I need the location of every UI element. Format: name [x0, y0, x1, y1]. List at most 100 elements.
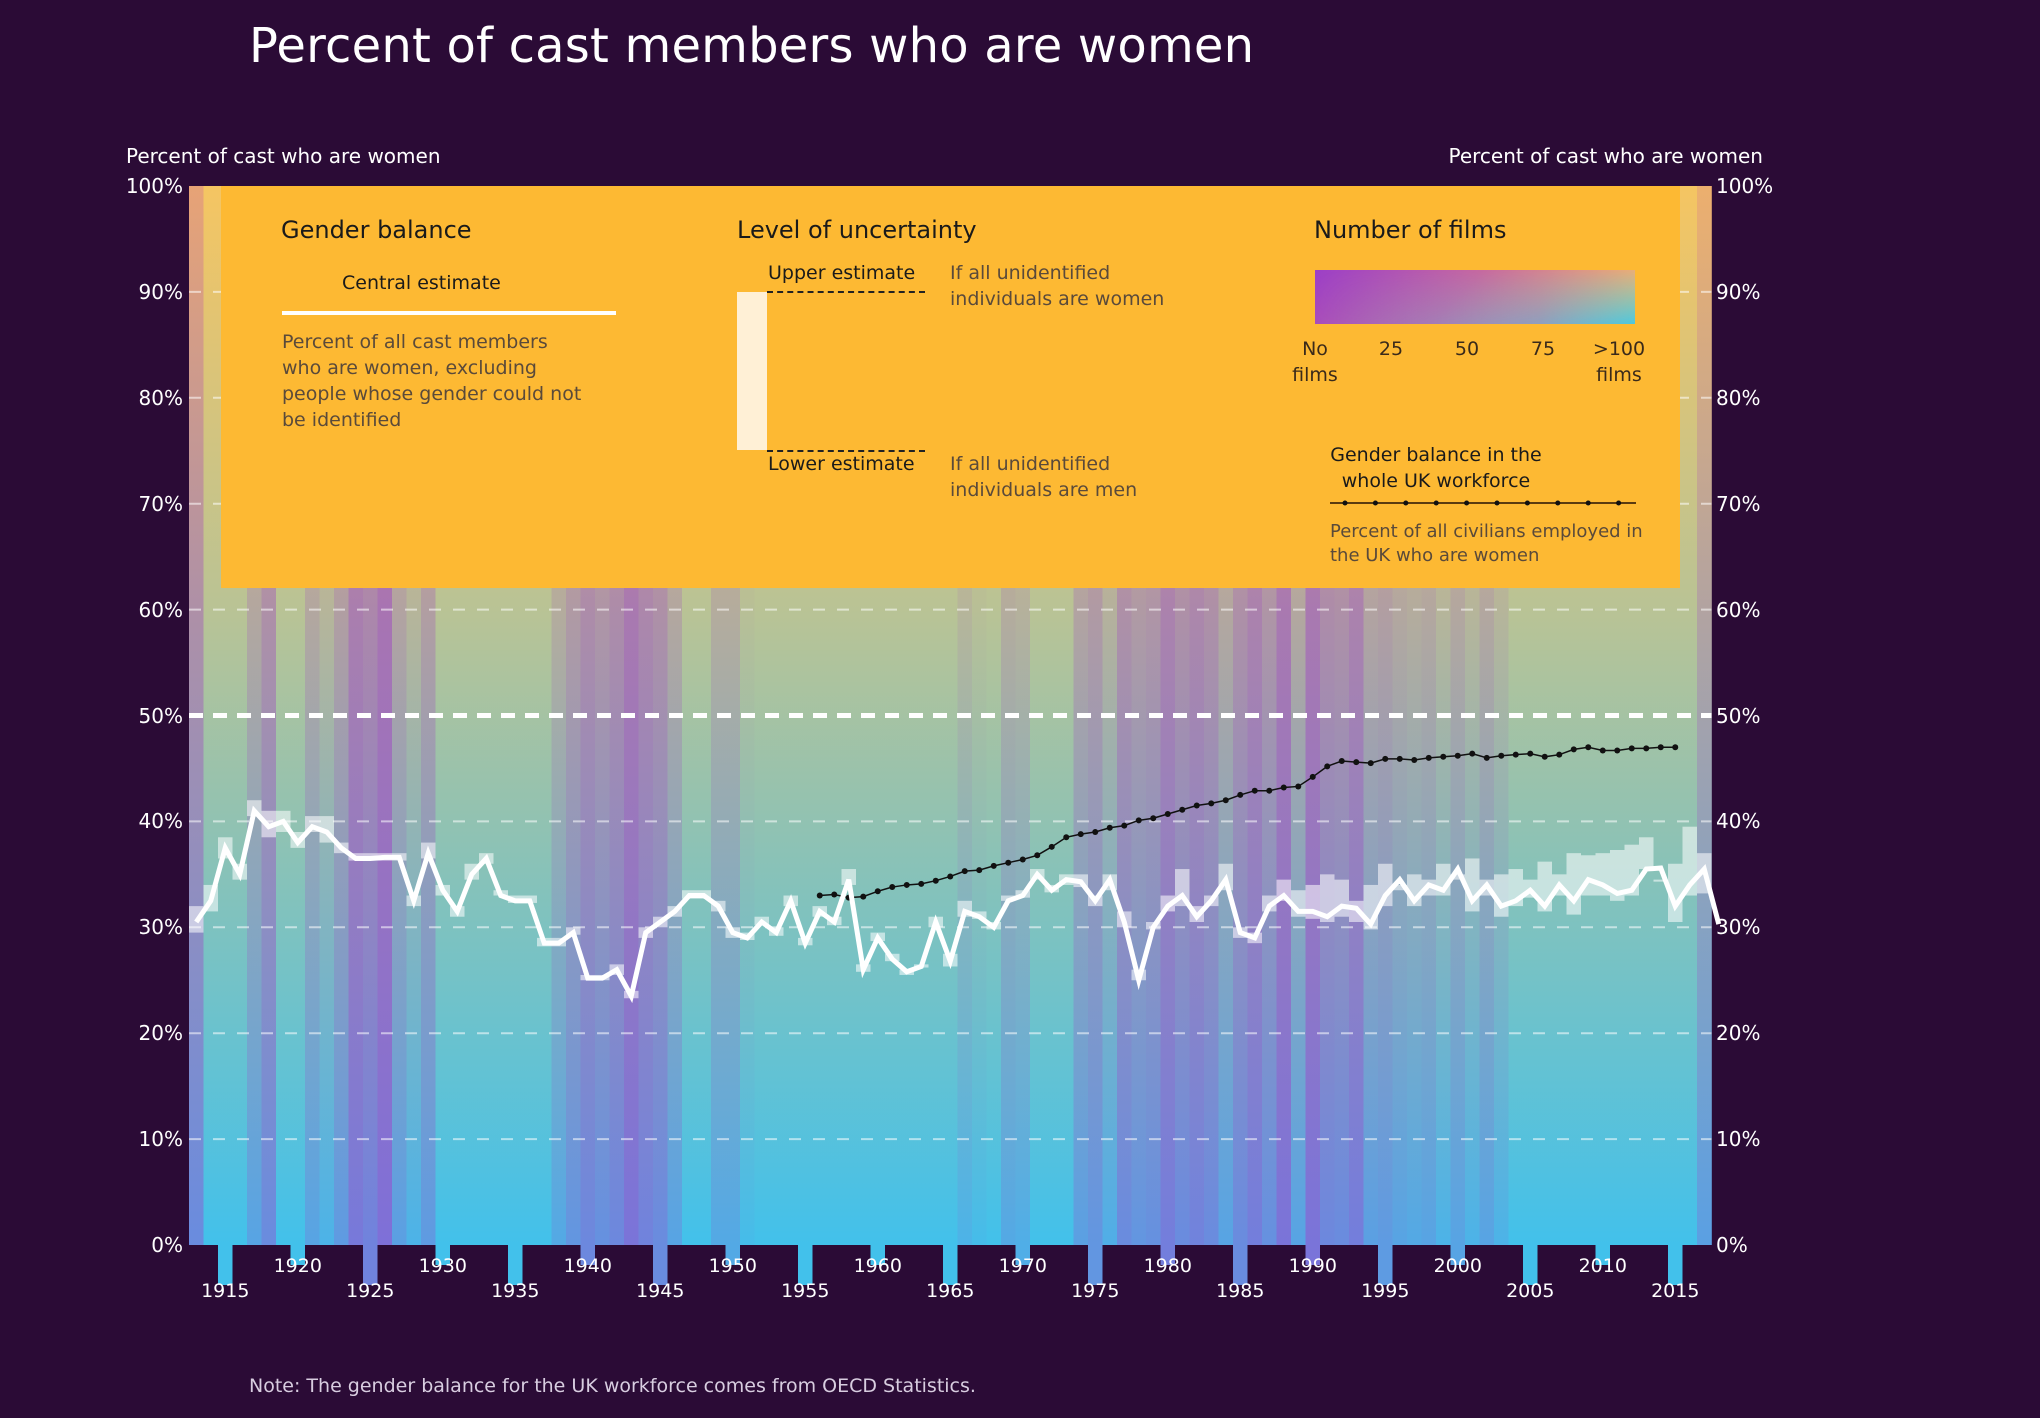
y-tick-label-right: 80% [1716, 385, 1761, 410]
legend-films-scale-label: No films [1292, 338, 1338, 386]
y-tick-label-right: 70% [1716, 491, 1761, 516]
x-tick-label: 1980 [1143, 1255, 1192, 1277]
workforce-point-1977 [1121, 822, 1128, 829]
x-tick-1950 [725, 1245, 740, 1265]
legend-central-label: Central estimate [342, 272, 501, 294]
gridlines [189, 290, 1712, 1141]
workforce-point-1982 [1193, 802, 1200, 809]
x-tick-2005 [1523, 1245, 1538, 1285]
legend-workforce-dot [1555, 500, 1561, 506]
workforce-point-1988 [1280, 784, 1287, 791]
x-tick-1945 [653, 1245, 668, 1285]
x-tick-1965 [943, 1245, 958, 1285]
workforce-point-1979 [1150, 815, 1157, 822]
y-tick-label-left: 40% [138, 809, 183, 834]
legend-gender-heading: Gender balance [281, 216, 472, 244]
x-tick-label: 1990 [1288, 1255, 1337, 1277]
workforce-point-1984 [1222, 797, 1229, 804]
workforce-point-1987 [1266, 787, 1273, 794]
uncertainty-band-2011 [1610, 849, 1625, 901]
workforce-point-2001 [1469, 750, 1476, 757]
legend-gender-description: Percent of all cast members who are wome… [282, 331, 582, 431]
workforce-point-2000 [1454, 752, 1461, 759]
workforce-point-1974 [1077, 831, 1084, 838]
legend-upper-label: Upper estimate [768, 262, 916, 284]
workforce-point-1981 [1179, 806, 1186, 813]
uncertainty-band-2013 [1639, 837, 1654, 870]
y-tick-label-left: 70% [138, 491, 183, 516]
legend-workforce-dot [1433, 500, 1439, 506]
legend-films-scale-label: 75 [1530, 338, 1556, 360]
x-tick-1980 [1160, 1245, 1175, 1265]
legend-workforce-heading: Gender balance in the whole UK workforce [1330, 444, 1542, 492]
workforce-point-1972 [1048, 843, 1055, 850]
legend-uncertainty-heading: Level of uncertainty [737, 216, 977, 244]
workforce-point-2013 [1643, 745, 1650, 752]
y-tick-label-left: 0% [151, 1233, 183, 1257]
year-column-1914 [203, 186, 219, 1245]
workforce-point-1969 [1005, 859, 1012, 866]
legend-uncertainty-band [737, 292, 767, 450]
y-tick-label-left: 20% [138, 1021, 183, 1046]
workforce-point-2008 [1570, 746, 1577, 753]
y-tick-label-right: 20% [1716, 1021, 1761, 1046]
workforce-point-1994 [1367, 760, 1374, 767]
x-tick-1985 [1233, 1245, 1248, 1285]
workforce-point-1968 [990, 862, 997, 869]
x-tick-1925 [363, 1245, 378, 1285]
uncertainty-band-1996 [1392, 884, 1407, 891]
legend-lower-label: Lower estimate [768, 453, 915, 475]
y-axis-label-left: Percent of cast who are women [126, 144, 441, 168]
x-tick-1990 [1305, 1245, 1320, 1265]
workforce-point-2014 [1657, 744, 1664, 751]
y-tick-label-left: 100% [125, 174, 183, 198]
workforce-point-1997 [1411, 756, 1418, 763]
workforce-point-1962 [903, 881, 910, 888]
legend-workforce-dot [1464, 500, 1470, 506]
y-tick-label-right: 30% [1716, 915, 1761, 940]
workforce-point-1991 [1324, 763, 1331, 770]
legend-lower-description: If all unidentified individuals are men [950, 453, 1138, 501]
workforce-point-1975 [1092, 828, 1099, 835]
x-tick-label: 1970 [998, 1255, 1047, 1277]
x-tick-label: 1920 [273, 1255, 322, 1277]
workforce-point-1993 [1353, 759, 1360, 766]
workforce-point-2011 [1614, 747, 1621, 754]
workforce-point-1971 [1034, 852, 1041, 859]
workforce-point-1992 [1338, 758, 1345, 765]
x-tick-label: 1940 [563, 1255, 612, 1277]
x-tick-label: 2005 [1506, 1280, 1555, 1302]
x-tick-2015 [1668, 1245, 1683, 1285]
x-tick-label: 1995 [1361, 1280, 1410, 1302]
workforce-point-1990 [1309, 773, 1316, 780]
x-tick-1960 [870, 1245, 885, 1265]
legend-workforce-dot [1403, 500, 1409, 506]
legend-films-scale-label: >100 films [1592, 338, 1646, 386]
workforce-point-1996 [1396, 755, 1403, 762]
workforce-point-1999 [1440, 753, 1447, 760]
workforce-point-1957 [831, 891, 838, 898]
uncertainty-band-1958 [841, 869, 856, 885]
legend-workforce-description: Percent of all civilians employed in the… [1330, 521, 1643, 566]
workforce-point-2006 [1541, 753, 1548, 760]
x-tick-2000 [1450, 1245, 1465, 1265]
workforce-point-2007 [1556, 751, 1563, 758]
y-tick-label-right: 100% [1716, 174, 1774, 198]
legend-upper-dashline [767, 291, 925, 293]
y-tick-label-right: 10% [1716, 1127, 1761, 1152]
y-tick-label-left: 10% [138, 1127, 183, 1152]
workforce-point-1964 [932, 877, 939, 884]
workforce-point-1961 [889, 884, 896, 891]
x-tick-1940 [580, 1245, 595, 1265]
y-tick-label-left: 80% [138, 385, 183, 410]
x-tick-label: 2015 [1651, 1280, 1700, 1302]
workforce-point-1959 [860, 893, 867, 900]
x-tick-label: 2010 [1578, 1255, 1627, 1277]
workforce-point-1967 [976, 867, 983, 874]
legend-films-scale-label: 25 [1378, 338, 1404, 360]
legend-films-heading: Number of films [1314, 216, 1507, 244]
workforce-point-1986 [1251, 787, 1258, 794]
workforce-point-2015 [1672, 744, 1679, 751]
footnote: Note: The gender balance for the UK work… [249, 1375, 976, 1397]
x-tick-1915 [218, 1245, 233, 1285]
